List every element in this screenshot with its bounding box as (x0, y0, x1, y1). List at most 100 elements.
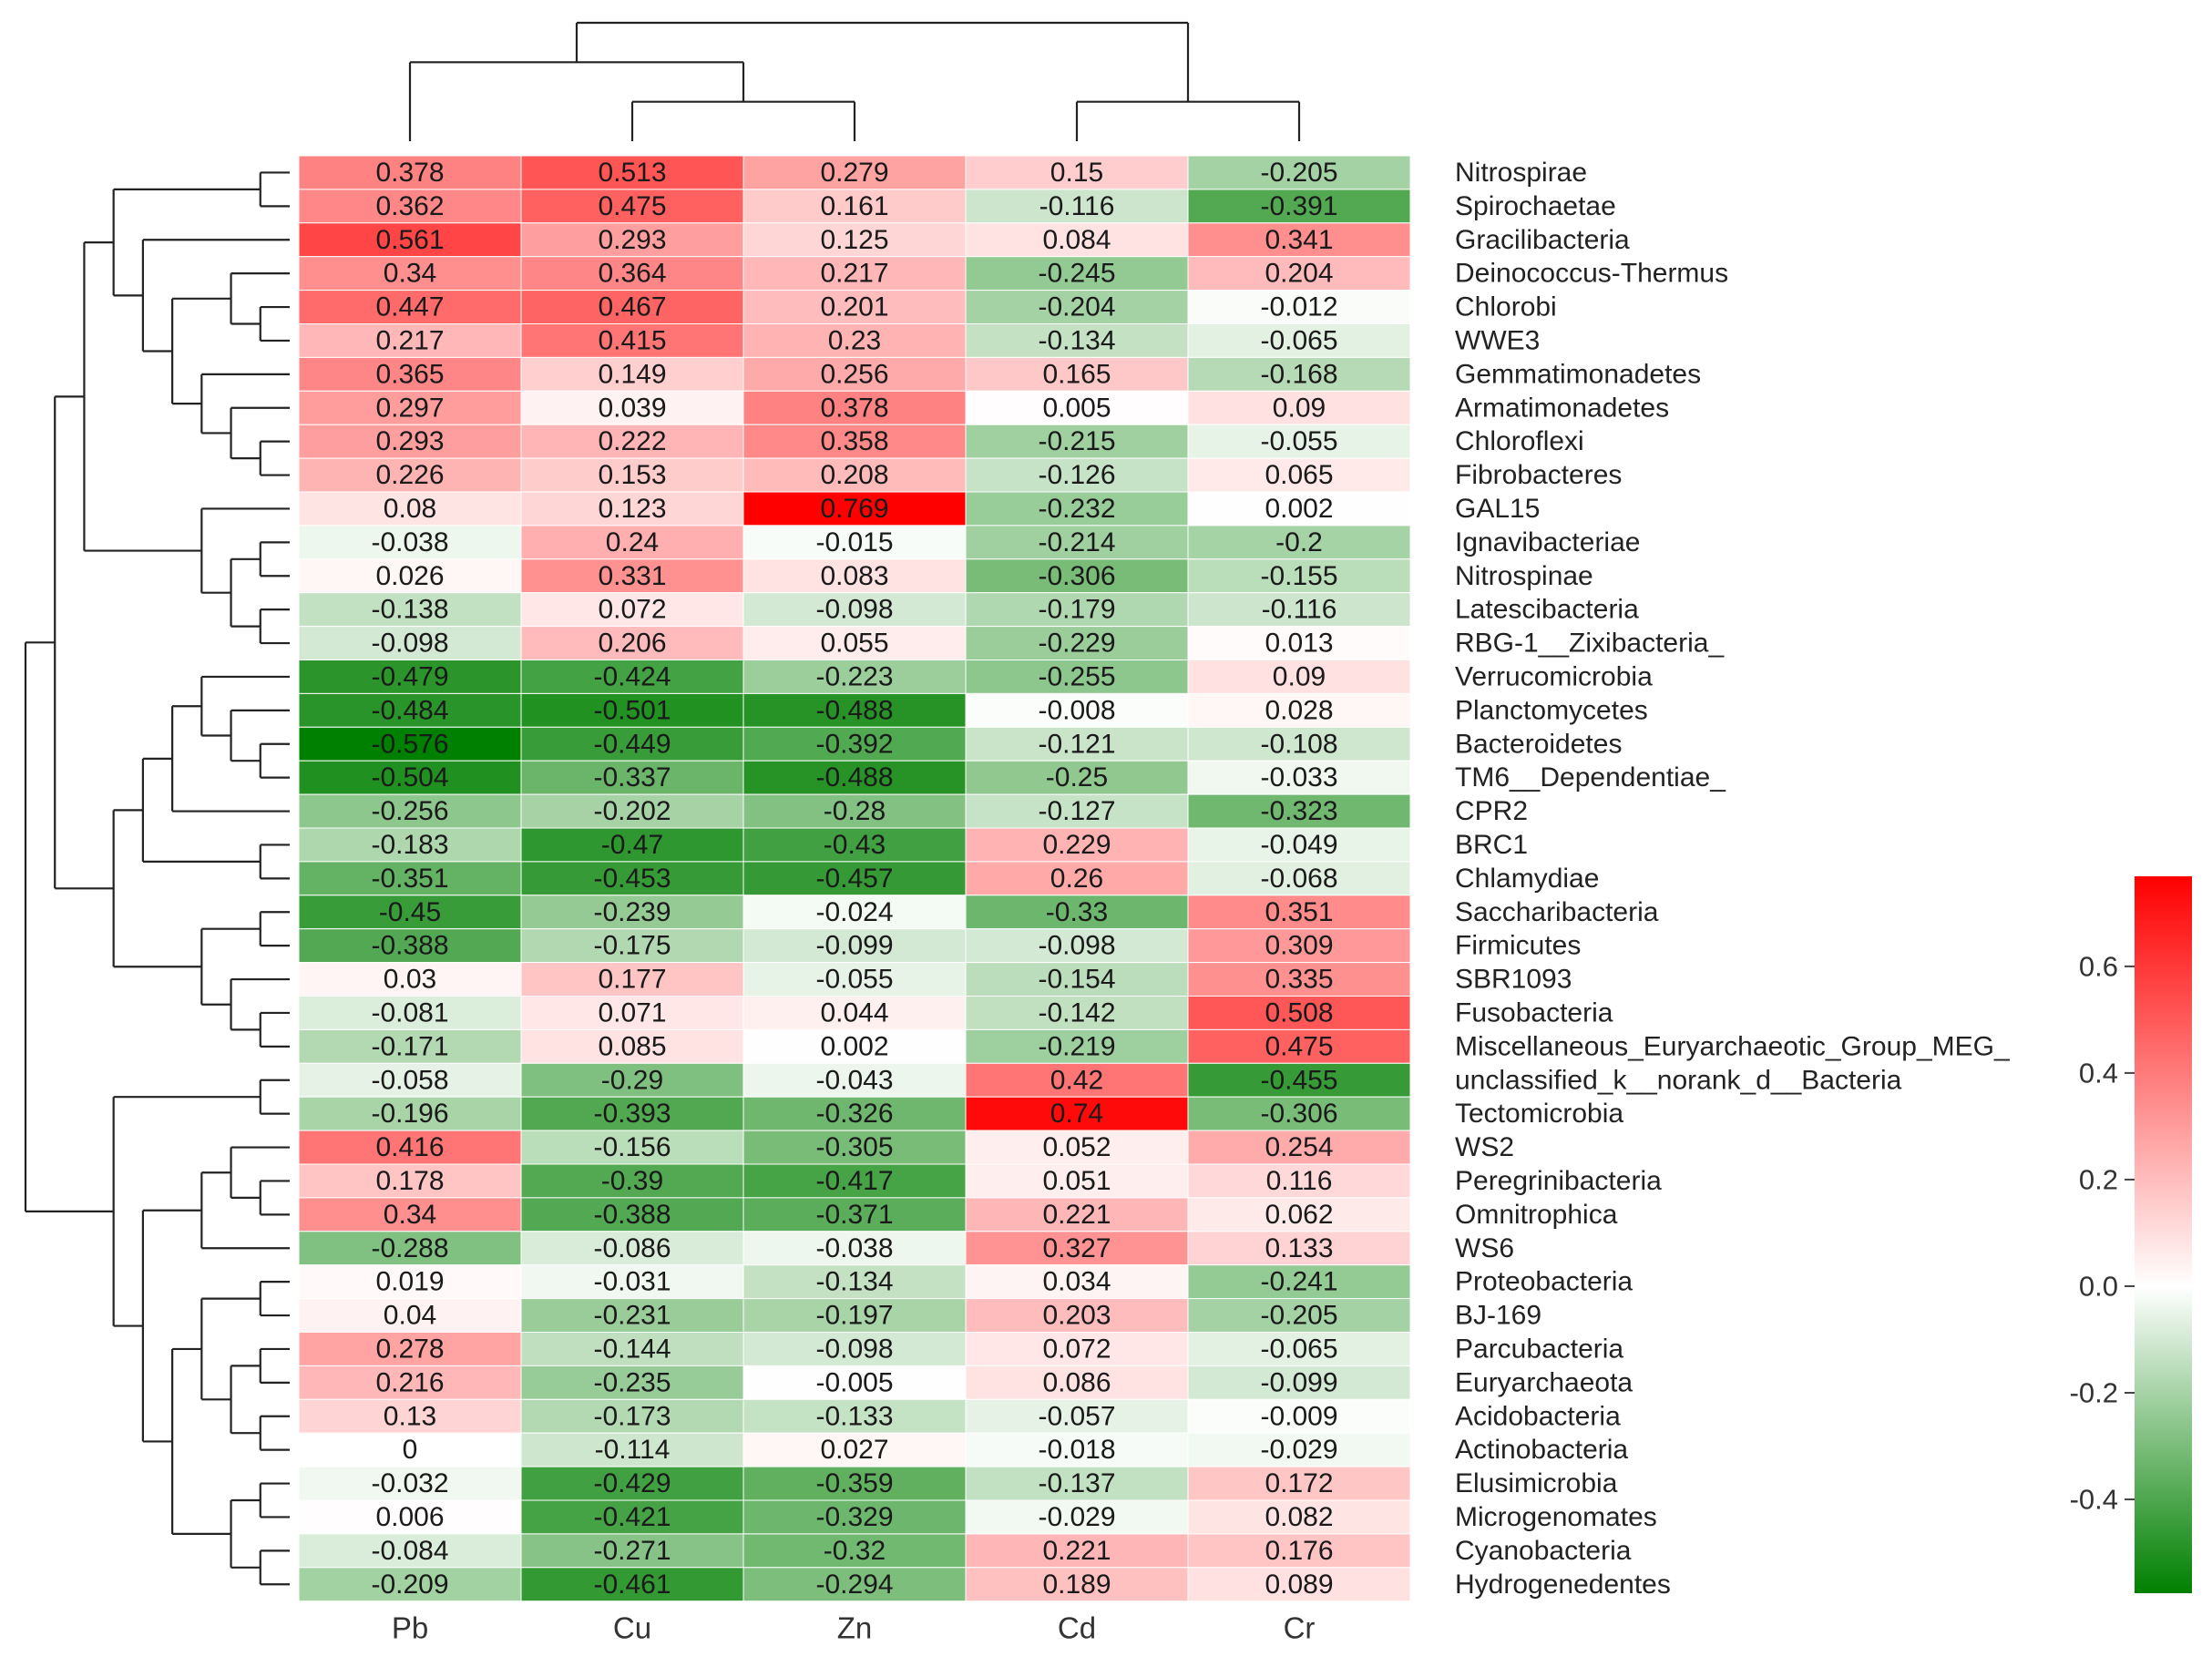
column-dendrogram (408, 21, 1301, 141)
column-label: Zn (837, 1611, 873, 1645)
heatmap-cell (742, 928, 967, 964)
cell-value: -0.173 (593, 1401, 671, 1431)
row-label: Microgenomates (1455, 1502, 1657, 1532)
cell-value: -0.271 (593, 1536, 671, 1566)
cell-value: -0.388 (371, 931, 448, 961)
cell-value: -0.457 (815, 864, 893, 894)
column-labels: Pb Cu Zn Cd Cr (392, 1611, 1316, 1645)
row-label: CPR2 (1455, 796, 1528, 826)
cell-value: -0.484 (371, 695, 448, 725)
cell-value: -0.049 (1260, 830, 1337, 860)
heatmap-cell (520, 626, 744, 660)
row-label: Tectomicrobia (1455, 1099, 1623, 1129)
cell-value: 0.028 (1265, 695, 1333, 725)
heatmap-cell (742, 290, 967, 325)
heatmap-cell (965, 155, 1189, 190)
row-label: Hydrogenedentes (1455, 1570, 1671, 1600)
cell-value: 0.172 (1265, 1468, 1333, 1498)
heatmap-cell (1187, 861, 1411, 896)
row-label: Parcubacteria (1455, 1334, 1623, 1364)
cell-value: -0.453 (593, 864, 671, 894)
cell-value: -0.235 (593, 1367, 671, 1397)
cell-value: 0.039 (598, 393, 666, 423)
cell-value: 0.177 (598, 965, 666, 995)
cell-value: -0.134 (815, 1267, 893, 1297)
cell-value: -0.012 (1260, 292, 1337, 322)
cell-value: 0.364 (598, 259, 666, 289)
heatmap-cell (965, 558, 1189, 594)
cell-value: 0.34 (384, 259, 436, 289)
colorbar-tick-label: 0.4 (2079, 1057, 2118, 1089)
heatmap-cell (298, 290, 522, 325)
cell-value: -0.323 (1260, 796, 1337, 826)
cell-value: 0.216 (375, 1367, 444, 1397)
heatmap-cell (965, 525, 1189, 560)
cell-value: -0.214 (1038, 527, 1115, 557)
cell-value: -0.114 (595, 1435, 671, 1465)
cell-value: -0.081 (371, 997, 448, 1028)
cell-value: 0.278 (375, 1334, 444, 1364)
row-label: Chloroflexi (1455, 426, 1584, 456)
cell-value: 0.125 (820, 225, 888, 255)
cell-value: -0.351 (371, 864, 448, 894)
row-label: Acidobacteria (1455, 1401, 1621, 1431)
row-label: Chlamydiae (1455, 864, 1599, 894)
row-label: WWE3 (1455, 325, 1540, 355)
cell-value: 0.09 (1273, 393, 1326, 423)
heatmap-cell (520, 1466, 744, 1501)
row-dendrogram (24, 171, 290, 1586)
cell-value: 0.351 (1265, 897, 1333, 927)
cell-value: -0.098 (815, 1334, 893, 1364)
row-label: GAL15 (1455, 494, 1540, 524)
cell-value: -0.33 (1046, 897, 1108, 927)
heatmap-cell (298, 726, 522, 762)
column-label: Pb (392, 1611, 428, 1645)
cell-value: -0.068 (1260, 864, 1337, 894)
cell-value: -0.255 (1038, 661, 1115, 691)
cell-value: -0.134 (1038, 325, 1115, 355)
heatmap-cell (965, 660, 1189, 694)
heatmap-cell (1187, 558, 1411, 594)
cell-value: 0.072 (1042, 1334, 1111, 1364)
cell-value: -0.371 (815, 1200, 893, 1230)
cell-value: 0.221 (1042, 1200, 1111, 1230)
cell-value: -0.065 (1260, 325, 1337, 355)
heatmap-cell (520, 1533, 744, 1569)
heatmap-cell (1187, 1567, 1411, 1602)
row-label: SBR1093 (1455, 965, 1572, 995)
cell-value: -0.057 (1038, 1401, 1115, 1431)
cell-value: -0.231 (593, 1301, 671, 1331)
cell-value: -0.429 (593, 1468, 671, 1498)
cell-value: -0.133 (815, 1401, 893, 1431)
heatmap-cell (1187, 1096, 1411, 1131)
cell-value: -0.009 (1260, 1401, 1337, 1431)
cell-value: -0.306 (1038, 561, 1115, 591)
row-label: Nitrospirae (1455, 158, 1587, 188)
heatmap-cell (1187, 1130, 1411, 1165)
heatmap-cell (298, 1231, 522, 1266)
heatmap-cell (742, 1567, 967, 1602)
row-label: Fusobacteria (1455, 997, 1613, 1028)
heatmap-cell (742, 1398, 967, 1434)
cell-value: -0.245 (1038, 259, 1115, 289)
cell-value: -0.099 (1260, 1367, 1337, 1397)
heatmap-cell (298, 660, 522, 694)
cell-value: -0.488 (815, 762, 893, 792)
cell-value: 0.229 (1042, 830, 1111, 860)
cell-value: 0.475 (598, 191, 666, 221)
heatmap-cell (1187, 1332, 1411, 1366)
colorbar-tick-label: 0.2 (2079, 1163, 2118, 1195)
heatmap-cell (1187, 1197, 1411, 1232)
heatmap-cell (742, 827, 967, 863)
cell-value: -0.39 (601, 1166, 663, 1196)
heatmap-cell (1187, 1028, 1411, 1064)
row-label: Euryarchaeota (1455, 1367, 1633, 1397)
heatmap-cell (742, 626, 967, 660)
cell-value: -0.209 (371, 1570, 448, 1600)
heatmap-cell (742, 558, 967, 594)
heatmap-cell (520, 928, 744, 964)
cell-value: -0.504 (371, 762, 448, 792)
heatmap-cell (520, 1264, 744, 1300)
